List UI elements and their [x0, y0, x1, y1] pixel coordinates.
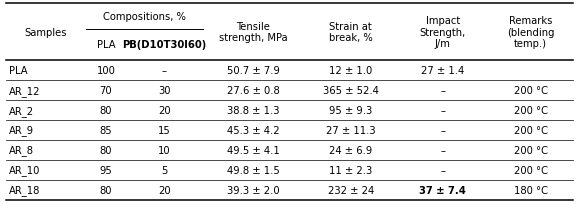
Text: 85: 85	[100, 125, 112, 135]
Text: PLA: PLA	[9, 66, 27, 76]
Text: 15: 15	[158, 125, 171, 135]
Text: Compositions, %: Compositions, %	[102, 12, 186, 22]
Text: PB(D10T30I60): PB(D10T30I60)	[122, 40, 207, 50]
Text: 95: 95	[100, 165, 112, 175]
Text: AR_18: AR_18	[9, 185, 40, 195]
Text: 180 °C: 180 °C	[514, 185, 548, 195]
Text: –: –	[162, 66, 167, 76]
Text: 50.7 ± 7.9: 50.7 ± 7.9	[227, 66, 280, 76]
Text: –: –	[440, 105, 445, 115]
Text: –: –	[440, 145, 445, 155]
Text: AR_9: AR_9	[9, 125, 34, 136]
Text: 27 ± 11.3: 27 ± 11.3	[326, 125, 376, 135]
Text: 365 ± 52.4: 365 ± 52.4	[323, 86, 379, 96]
Text: 30: 30	[158, 86, 171, 96]
Text: AR_2: AR_2	[9, 105, 34, 116]
Text: –: –	[440, 165, 445, 175]
Text: 12 ± 1.0: 12 ± 1.0	[329, 66, 372, 76]
Text: 200 °C: 200 °C	[514, 105, 548, 115]
Text: 20: 20	[158, 105, 171, 115]
Text: Remarks
(blending
temp.): Remarks (blending temp.)	[507, 16, 554, 49]
Text: AR_8: AR_8	[9, 145, 34, 156]
Text: AR_12: AR_12	[9, 85, 40, 96]
Text: 39.3 ± 2.0: 39.3 ± 2.0	[227, 185, 280, 195]
Text: AR_10: AR_10	[9, 165, 40, 176]
Text: –: –	[440, 86, 445, 96]
Text: Impact
Strength,
J/m: Impact Strength, J/m	[420, 16, 466, 49]
Text: 200 °C: 200 °C	[514, 125, 548, 135]
Text: 200 °C: 200 °C	[514, 145, 548, 155]
Text: 27 ± 1.4: 27 ± 1.4	[421, 66, 464, 76]
Text: 200 °C: 200 °C	[514, 165, 548, 175]
Text: Tensile
strength, MPa: Tensile strength, MPa	[219, 22, 288, 43]
Text: PLA: PLA	[97, 40, 115, 50]
Text: 80: 80	[100, 145, 112, 155]
Text: Samples: Samples	[24, 28, 67, 38]
Text: 10: 10	[158, 145, 171, 155]
Text: 20: 20	[158, 185, 171, 195]
Text: 200 °C: 200 °C	[514, 86, 548, 96]
Text: 80: 80	[100, 105, 112, 115]
Text: 5: 5	[161, 165, 167, 175]
Text: 70: 70	[100, 86, 112, 96]
Text: 49.8 ± 1.5: 49.8 ± 1.5	[227, 165, 280, 175]
Text: 100: 100	[97, 66, 115, 76]
Text: 49.5 ± 4.1: 49.5 ± 4.1	[227, 145, 280, 155]
Text: 38.8 ± 1.3: 38.8 ± 1.3	[227, 105, 280, 115]
Text: 37 ± 7.4: 37 ± 7.4	[419, 185, 466, 195]
Text: 232 ± 24: 232 ± 24	[328, 185, 374, 195]
Text: Strain at
break, %: Strain at break, %	[329, 22, 373, 43]
Text: 45.3 ± 4.2: 45.3 ± 4.2	[227, 125, 280, 135]
Text: 11 ± 2.3: 11 ± 2.3	[329, 165, 372, 175]
Text: 24 ± 6.9: 24 ± 6.9	[329, 145, 372, 155]
Text: 95 ± 9.3: 95 ± 9.3	[329, 105, 372, 115]
Text: 80: 80	[100, 185, 112, 195]
Text: 27.6 ± 0.8: 27.6 ± 0.8	[227, 86, 280, 96]
Text: –: –	[440, 125, 445, 135]
